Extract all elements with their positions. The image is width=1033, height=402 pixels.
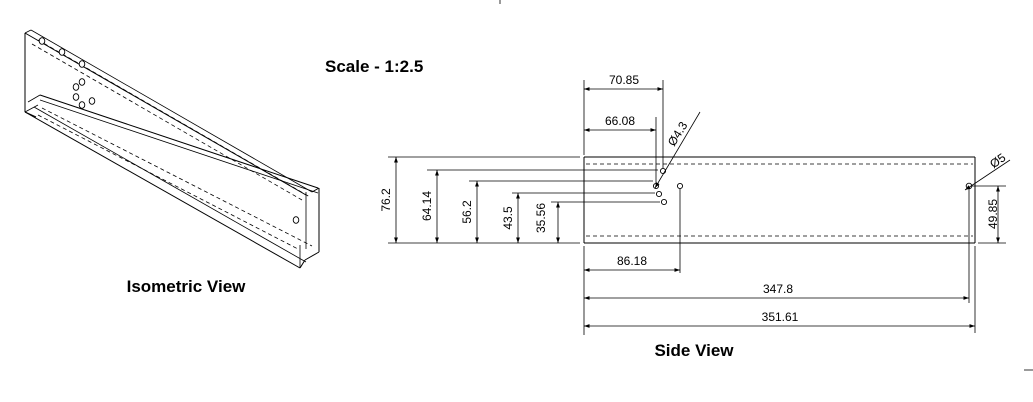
side-view-outline (583, 156, 976, 244)
scale-label: Scale - 1:2.5 (325, 57, 423, 76)
dim-label-diameter-5: Ø5 (987, 150, 1008, 171)
dim-label-56-2: 56.2 (460, 200, 474, 224)
dim-351-61: 351.61 (584, 310, 975, 328)
isometric-view-title: Isometric View (127, 277, 247, 296)
dim-label-76-2: 76.2 (379, 188, 393, 212)
dim-diameter-5: Ø5 (964, 150, 1011, 191)
dim-label-86-18: 86.18 (617, 254, 647, 268)
dim-76-2: 76.2 (379, 157, 398, 243)
isometric-view: Isometric View (24, 29, 320, 296)
dim-43-5: 43.5 (501, 193, 520, 243)
side-view-holes (652, 167, 973, 206)
dim-label-66-08: 66.08 (605, 114, 635, 128)
dim-49-85: 49.85 (986, 186, 1000, 243)
dim-66-08: 66.08 (584, 114, 656, 132)
dim-56-2: 56.2 (460, 181, 479, 243)
dim-70-85: 70.85 (584, 73, 663, 91)
dim-64-14: 64.14 (420, 170, 439, 243)
dim-label-49-85: 49.85 (986, 199, 1000, 229)
dim-35-56: 35.56 (534, 202, 560, 243)
dim-label-347-8: 347.8 (763, 282, 793, 296)
dim-347-8: 347.8 (584, 282, 969, 300)
side-view-title: Side View (654, 341, 734, 360)
dim-label-64-14: 64.14 (420, 191, 434, 221)
extension-lines (388, 80, 1006, 335)
dim-label-70-85: 70.85 (609, 73, 639, 87)
dim-label-35-56: 35.56 (534, 203, 548, 233)
dim-label-351-61: 351.61 (762, 310, 799, 324)
dim-label-43-5: 43.5 (501, 206, 515, 230)
dim-diameter-4-3: Ø4.3 (654, 111, 701, 189)
isometric-holes (38, 37, 300, 224)
dim-86-18: 86.18 (584, 254, 680, 272)
isometric-channel-outline (24, 29, 320, 269)
side-view: 70.85 66.08 86.18 347.8 351.61 76.2 64.1… (379, 73, 1011, 360)
